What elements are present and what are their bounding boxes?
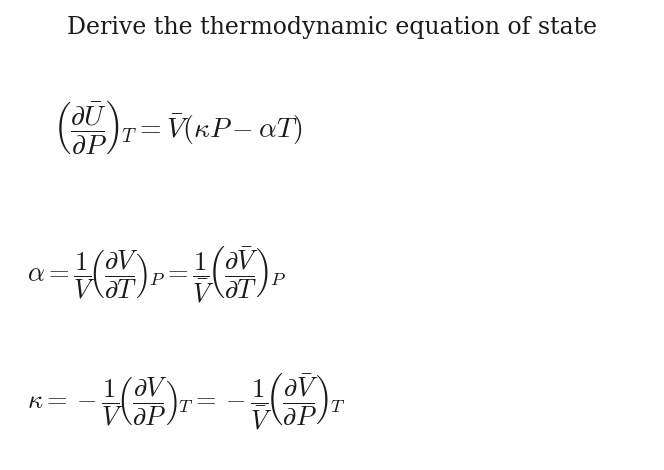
Text: $\alpha = \dfrac{1}{V}\!\left(\dfrac{\partial V}{\partial T}\right)_{\!P} = \dfr: $\alpha = \dfrac{1}{V}\!\left(\dfrac{\pa…	[27, 245, 286, 305]
Text: Derive the thermodynamic equation of state: Derive the thermodynamic equation of sta…	[67, 16, 597, 39]
Text: $\left(\dfrac{\partial \bar{U}}{\partial P}\right)_{\!T} = \bar{V}(\kappa P - \a: $\left(\dfrac{\partial \bar{U}}{\partial…	[53, 98, 303, 156]
Text: $\kappa = -\dfrac{1}{V}\!\left(\dfrac{\partial V}{\partial P}\right)_{\!T} = -\d: $\kappa = -\dfrac{1}{V}\!\left(\dfrac{\p…	[27, 372, 345, 432]
